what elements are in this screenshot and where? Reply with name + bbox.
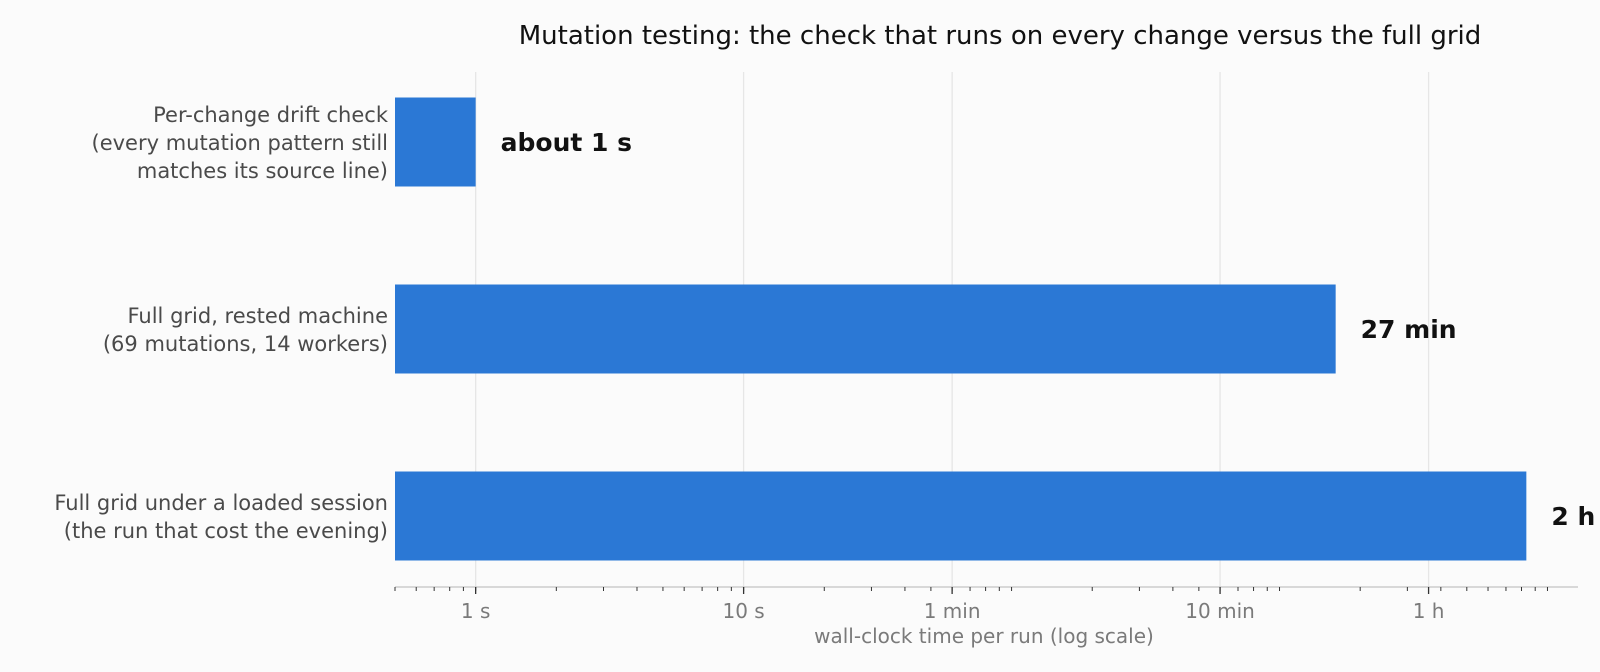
bar-0 [395, 97, 476, 187]
value-label-2: 2 h 19 min [1551, 502, 1600, 531]
tick-label-0: 1 s [461, 599, 491, 623]
category-label-0: Per-change drift check (every mutation pa… [92, 103, 389, 183]
bars: Per-change drift check (every mutation pa… [54, 97, 1600, 561]
chart-title: Mutation testing: the check that runs on… [519, 21, 1482, 51]
bar-1 [395, 284, 1336, 374]
x-axis-label: wall-clock time per run (log scale) [814, 624, 1154, 648]
tick-label-1: 10 s [722, 599, 764, 623]
value-label-1: 27 min [1361, 315, 1457, 344]
bar-2 [395, 471, 1527, 561]
value-label-0: about 1 s [501, 128, 632, 157]
tick-label-3: 10 min [1185, 599, 1255, 623]
category-label-1: Full grid, rested machine (69 mutations, … [103, 304, 388, 356]
category-label-2: Full grid under a loaded session (the run… [54, 491, 388, 543]
tick-label-2: 1 min [924, 599, 981, 623]
tick-label-4: 1 h [1413, 599, 1445, 623]
